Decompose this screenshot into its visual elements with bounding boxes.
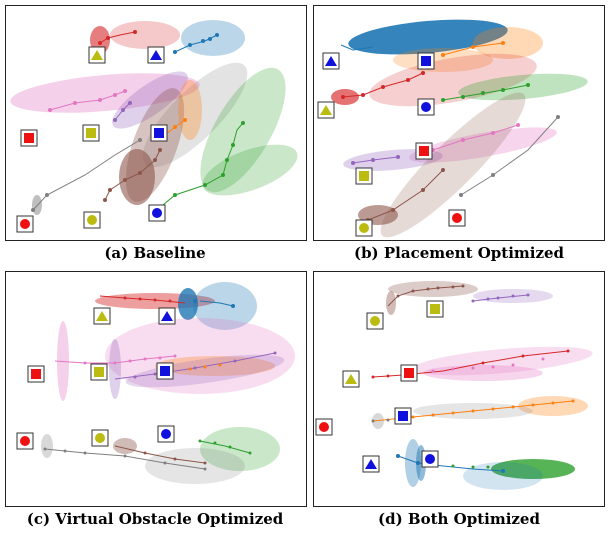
gray-uncertainty-ellipse [41,434,53,458]
red-circle-icon [16,432,34,450]
blue-circle-icon [148,204,166,222]
red-uncertainty-ellipse [369,53,537,107]
orange-uncertainty-ellipse [178,80,202,140]
blue-trajectory [340,44,374,51]
red-square-icon [400,364,418,382]
gray-trajectory [32,139,141,211]
olive-square-icon [426,300,444,318]
plot-frame [5,271,307,507]
both-optimized-plot [313,271,605,507]
blue-circle-icon [417,98,435,116]
brown-uncertainty-ellipse [380,92,526,238]
red-square-icon [27,365,45,383]
red-circle-icon [16,215,34,233]
pink-uncertainty-ellipse [423,365,543,381]
olive-square-icon [82,124,100,142]
olive-circle-icon [355,219,373,237]
panel-virtual-obstacle-optimized [5,271,307,507]
gray-trajectory [460,116,559,196]
caption-virtual-obstacle-optimized: (c) Virtual Obstacle Optimized [26,510,284,528]
placement-optimized-plot [313,5,605,241]
blue-uncertainty-ellipse [178,288,198,320]
blue-triangle-icon [158,307,176,325]
pink-uncertainty-ellipse [105,318,295,394]
blue-square-icon [394,407,412,425]
brown-trajectory [367,169,444,221]
brown-uncertainty-ellipse [119,149,155,205]
blue-uncertainty-ellipse [181,20,245,56]
blue-uncertainty-ellipse [348,19,508,55]
blue-square-icon [156,362,174,380]
red-trajectory [99,31,136,44]
blue-uncertainty-ellipse [193,282,257,330]
olive-square-icon [355,167,373,185]
blue-trajectory [199,300,234,307]
blue-square-icon [417,52,435,70]
purple-uncertainty-ellipse [112,71,188,129]
blue-uncertainty-ellipse [405,439,421,487]
green-trajectory [156,122,244,211]
green-trajectory [442,84,529,101]
red-trajectory [372,350,569,378]
caption-both-optimized: (d) Both Optimized [378,510,540,528]
virtual-obstacle-optimized-plot [5,271,307,507]
green-uncertainty-ellipse [491,459,575,479]
blue-circle-icon [421,450,439,468]
blue-trajectory [397,455,504,472]
green-trajectory [199,440,251,454]
gray-uncertainty-ellipse [145,448,245,484]
red-square-icon [415,142,433,160]
caption-placement-optimized: (b) Placement Optimized [353,244,565,262]
olive-triangle-icon [317,101,335,119]
pink-trajectory [432,124,519,151]
orange-uncertainty-ellipse [473,27,543,59]
green-uncertainty-ellipse [200,427,280,471]
blue-square-icon [150,124,168,142]
red-square-icon [20,129,38,147]
green-uncertainty-ellipse [458,73,588,101]
red-circle-icon [315,418,333,436]
olive-square-icon [90,363,108,381]
olive-triangle-icon [342,370,360,388]
olive-circle-icon [83,211,101,229]
panel-both-optimized [313,271,605,507]
blue-triangle-icon [322,52,340,70]
orange-uncertainty-ellipse [155,356,275,376]
baseline-plot [5,5,307,241]
pink-uncertainty-ellipse [409,127,557,163]
blue-triangle-icon [147,46,165,64]
olive-circle-icon [91,429,109,447]
green-uncertainty-ellipse [202,144,298,196]
olive-triangle-icon [88,46,106,64]
blue-circle-icon [157,425,175,443]
pink-uncertainty-ellipse [10,73,200,113]
red-circle-icon [448,209,466,227]
caption-baseline: (a) Baseline [104,244,206,262]
purple-uncertainty-ellipse [109,339,121,399]
green-uncertainty-ellipse [200,67,286,193]
olive-circle-icon [366,312,384,330]
blue-uncertainty-ellipse [463,462,543,490]
pink-uncertainty-ellipse [57,321,69,401]
plot-frame [5,5,307,241]
panel-baseline [5,5,307,241]
red-uncertainty-ellipse [110,21,180,49]
panel-placement-optimized [313,5,605,241]
blue-triangle-icon [362,455,380,473]
gray-uncertainty-ellipse [142,62,248,168]
olive-triangle-icon [93,307,111,325]
brown-trajectory [114,445,206,464]
